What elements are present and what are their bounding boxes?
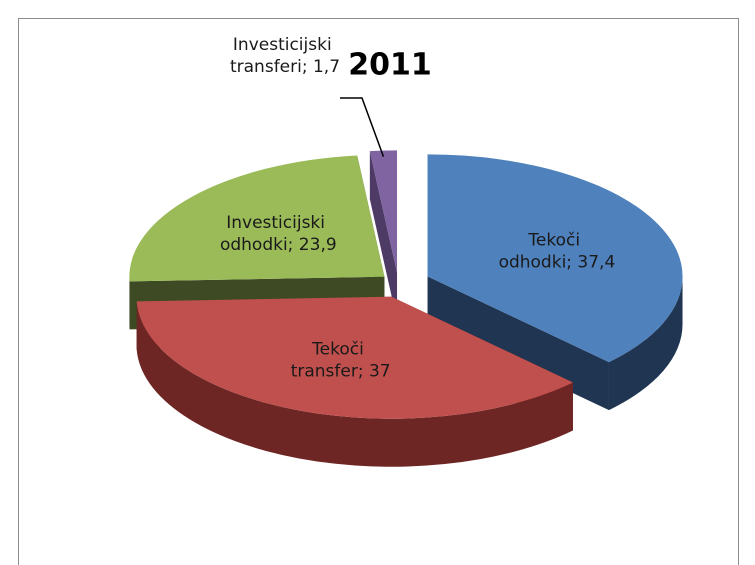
- slice: [427, 154, 683, 363]
- slice-side: [369, 151, 398, 321]
- data-label-line: transfer; 37: [291, 361, 391, 381]
- data-label: Tekoči transfer; 37: [291, 339, 391, 381]
- data-label-line: Investicijski: [233, 35, 337, 55]
- slice-side: [427, 276, 609, 411]
- slice-rim: [608, 276, 683, 411]
- data-label-line: Investicijski: [226, 213, 330, 233]
- data-label: Investicijski odhodki; 23,9: [220, 213, 337, 255]
- data-label-line: Tekoči: [311, 339, 369, 359]
- data-label: Tekoči odhodki; 37,4: [499, 230, 616, 272]
- data-label-line: odhodki; 37,4: [499, 252, 616, 272]
- data-label-line: transferi; 1,7: [230, 57, 340, 77]
- chart-title: 2011: [348, 48, 432, 83]
- slice: [136, 296, 573, 419]
- data-label-line: odhodki; 23,9: [220, 235, 337, 255]
- slice: [129, 155, 385, 282]
- data-label-line: Tekoči: [527, 230, 585, 250]
- leader-line: [340, 97, 385, 157]
- slice-rim: [136, 301, 573, 467]
- data-label: Investicijski transferi; 1,7: [230, 35, 340, 77]
- slice: [369, 150, 398, 273]
